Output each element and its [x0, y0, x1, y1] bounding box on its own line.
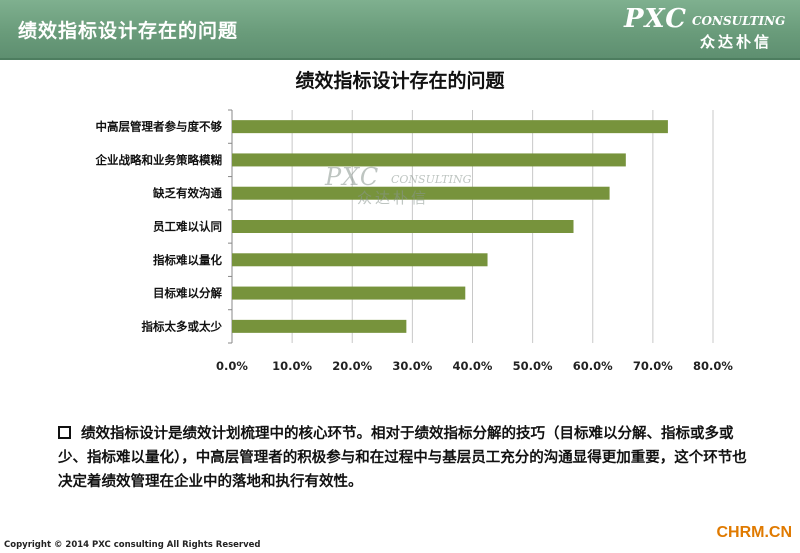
x-tick-label: 30.0%: [392, 359, 432, 373]
category-label: 目标难以分解: [153, 286, 222, 300]
header-banner: 绩效指标设计存在的问题 PXC CONSULTING 众达朴信: [0, 0, 800, 58]
x-tick-label: 10.0%: [272, 359, 312, 373]
x-tick-label: 20.0%: [332, 359, 372, 373]
header-title: 绩效指标设计存在的问题: [18, 20, 239, 42]
copyright-text: Copyright © 2014 PXC consulting All Righ…: [4, 540, 261, 550]
note-paragraph: 绩效指标设计是绩效计划梳理中的核心环节。相对于绩效指标分解的技巧（目标难以分解、…: [58, 422, 758, 494]
bar-chart: 0.0% 10.0% 20.0% 30.0% 40.0% 50.0% 60.0% 70.0% 8…: [95, 109, 733, 373]
bar: [232, 220, 574, 233]
category-label: 指标难以量化: [153, 253, 222, 267]
x-tick-label: 50.0%: [513, 359, 553, 373]
bar: [232, 120, 668, 134]
site-watermark: CHRM.CN: [716, 524, 792, 541]
x-tick-label: 80.0%: [693, 359, 733, 373]
x-tick-label: 40.0%: [453, 359, 493, 373]
chart-title: 绩效指标设计存在的问题: [295, 70, 505, 92]
x-tick-label: 60.0%: [573, 359, 613, 373]
category-label: 员工难以认同: [153, 220, 222, 234]
logo-main-text: PXC: [624, 4, 687, 34]
x-tick-label: 70.0%: [633, 359, 673, 373]
watermark-sub-text: CONSULTING: [391, 173, 472, 186]
bar: [232, 319, 407, 333]
category-label: 企业战略和业务策略模糊: [95, 153, 223, 167]
category-label: 缺乏有效沟通: [152, 186, 222, 200]
header-divider: [0, 58, 800, 60]
watermark-chinese-text: 众达朴信: [357, 189, 430, 207]
bar: [232, 253, 488, 267]
square-bullet-icon: [58, 426, 71, 439]
watermark-main-text: PXC: [325, 163, 380, 191]
logo-sub-text: CONSULTING: [692, 14, 786, 28]
logo-chinese-text: 众达朴信: [700, 33, 773, 51]
bar: [232, 153, 626, 167]
pxc-logo: PXC CONSULTING 众达朴信: [624, 4, 792, 54]
note-text: 绩效指标设计是绩效计划梳理中的核心环节。相对于绩效指标分解的技巧（目标难以分解、…: [58, 426, 747, 490]
watermark-logo: PXC CONSULTING 众达朴信: [325, 163, 495, 209]
bar: [232, 286, 466, 300]
category-label: 中高层管理者参与度不够: [96, 120, 223, 134]
category-label: 指标太多或太少: [142, 319, 223, 333]
x-tick-label: 0.0%: [216, 359, 248, 373]
bar: [232, 186, 610, 200]
